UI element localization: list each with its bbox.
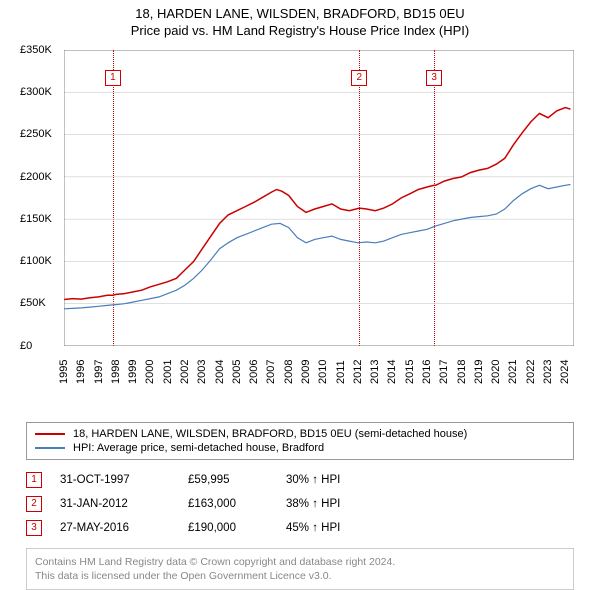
y-tick-label: £350K bbox=[20, 44, 52, 56]
legend-swatch bbox=[35, 433, 65, 435]
x-tick-label: 2003 bbox=[196, 359, 208, 383]
x-tick-label: 2014 bbox=[386, 359, 398, 383]
sale-hpi-delta: 38% ↑ HPI bbox=[286, 498, 574, 510]
x-tick-label: 1995 bbox=[58, 359, 70, 383]
x-tick-label: 2011 bbox=[335, 360, 347, 384]
x-tick-label: 2017 bbox=[438, 359, 450, 383]
x-tick-label: 2020 bbox=[490, 359, 502, 383]
sale-row: 1 31-OCT-1997 £59,995 30% ↑ HPI bbox=[26, 468, 574, 492]
sales-list: 1 31-OCT-1997 £59,995 30% ↑ HPI 2 31-JAN-2012… bbox=[26, 468, 574, 540]
legend-label: HPI: Average price, semi-detached house,… bbox=[73, 442, 324, 454]
series-price_paid bbox=[64, 107, 571, 299]
footer-line-1: Contains HM Land Registry data © Crown c… bbox=[35, 555, 565, 569]
x-tick-label: 2016 bbox=[421, 359, 433, 383]
chart-title: 18, HARDEN LANE, WILSDEN, BRADFORD, BD15… bbox=[0, 0, 600, 40]
x-tick-label: 2007 bbox=[265, 359, 277, 383]
sale-index-box: 1 bbox=[26, 472, 42, 488]
x-tick-label: 2012 bbox=[352, 359, 364, 383]
x-tick-label: 2013 bbox=[369, 359, 381, 383]
chart-svg bbox=[64, 50, 574, 346]
y-tick-label: £300K bbox=[20, 86, 52, 98]
sale-row: 3 27-MAY-2016 £190,000 45% ↑ HPI bbox=[26, 516, 574, 540]
x-tick-label: 2001 bbox=[162, 359, 174, 383]
x-tick-label: 2023 bbox=[542, 359, 554, 383]
x-axis-labels: 1995199619971998199920002001200220032004… bbox=[64, 358, 574, 418]
sale-price: £163,000 bbox=[188, 498, 268, 510]
x-tick-label: 2024 bbox=[559, 359, 571, 383]
title-line-2: Price paid vs. HM Land Registry's House … bbox=[0, 23, 600, 40]
legend-swatch bbox=[35, 447, 65, 449]
y-tick-label: £150K bbox=[20, 213, 52, 225]
x-tick-label: 2008 bbox=[283, 359, 295, 383]
footer-line-2: This data is licensed under the Open Gov… bbox=[35, 569, 565, 583]
x-tick-label: 1998 bbox=[110, 359, 122, 383]
legend-item: HPI: Average price, semi-detached house,… bbox=[35, 441, 565, 455]
sale-row: 2 31-JAN-2012 £163,000 38% ↑ HPI bbox=[26, 492, 574, 516]
y-tick-label: £200K bbox=[20, 171, 52, 183]
sale-date: 27-MAY-2016 bbox=[60, 522, 170, 534]
sale-price: £59,995 bbox=[188, 474, 268, 486]
plot-region bbox=[64, 50, 574, 346]
legend: 18, HARDEN LANE, WILSDEN, BRADFORD, BD15… bbox=[26, 422, 574, 460]
sale-date: 31-JAN-2012 bbox=[60, 498, 170, 510]
x-tick-label: 2000 bbox=[144, 359, 156, 383]
legend-item: 18, HARDEN LANE, WILSDEN, BRADFORD, BD15… bbox=[35, 427, 565, 441]
x-tick-label: 2015 bbox=[404, 359, 416, 383]
sale-price: £190,000 bbox=[188, 522, 268, 534]
sale-index-box: 2 bbox=[26, 496, 42, 512]
x-tick-label: 2022 bbox=[525, 359, 537, 383]
y-tick-label: £0 bbox=[20, 340, 32, 352]
x-tick-label: 2002 bbox=[179, 359, 191, 383]
x-tick-label: 2009 bbox=[300, 359, 312, 383]
x-tick-label: 2018 bbox=[456, 359, 468, 383]
y-tick-label: £100K bbox=[20, 255, 52, 267]
sale-hpi-delta: 30% ↑ HPI bbox=[286, 474, 574, 486]
title-line-1: 18, HARDEN LANE, WILSDEN, BRADFORD, BD15… bbox=[0, 6, 600, 23]
sale-index-box: 3 bbox=[26, 520, 42, 536]
x-tick-label: 2006 bbox=[248, 359, 260, 383]
y-tick-label: £50K bbox=[20, 297, 46, 309]
legend-label: 18, HARDEN LANE, WILSDEN, BRADFORD, BD15… bbox=[73, 428, 467, 440]
x-tick-label: 2019 bbox=[473, 359, 485, 383]
y-tick-label: £250K bbox=[20, 128, 52, 140]
sale-date: 31-OCT-1997 bbox=[60, 474, 170, 486]
x-tick-label: 1996 bbox=[75, 359, 87, 383]
chart-container: 18, HARDEN LANE, WILSDEN, BRADFORD, BD15… bbox=[0, 0, 600, 590]
sale-hpi-delta: 45% ↑ HPI bbox=[286, 522, 574, 534]
chart-area: £0£50K£100K£150K£200K£250K£300K£350K 123… bbox=[20, 46, 580, 366]
x-tick-label: 1999 bbox=[127, 359, 139, 383]
x-tick-label: 2004 bbox=[214, 359, 226, 383]
x-tick-label: 2010 bbox=[317, 359, 329, 383]
x-tick-label: 2021 bbox=[507, 359, 519, 383]
footer-attribution: Contains HM Land Registry data © Crown c… bbox=[26, 548, 574, 590]
x-tick-label: 2005 bbox=[231, 359, 243, 383]
x-tick-label: 1997 bbox=[93, 359, 105, 383]
